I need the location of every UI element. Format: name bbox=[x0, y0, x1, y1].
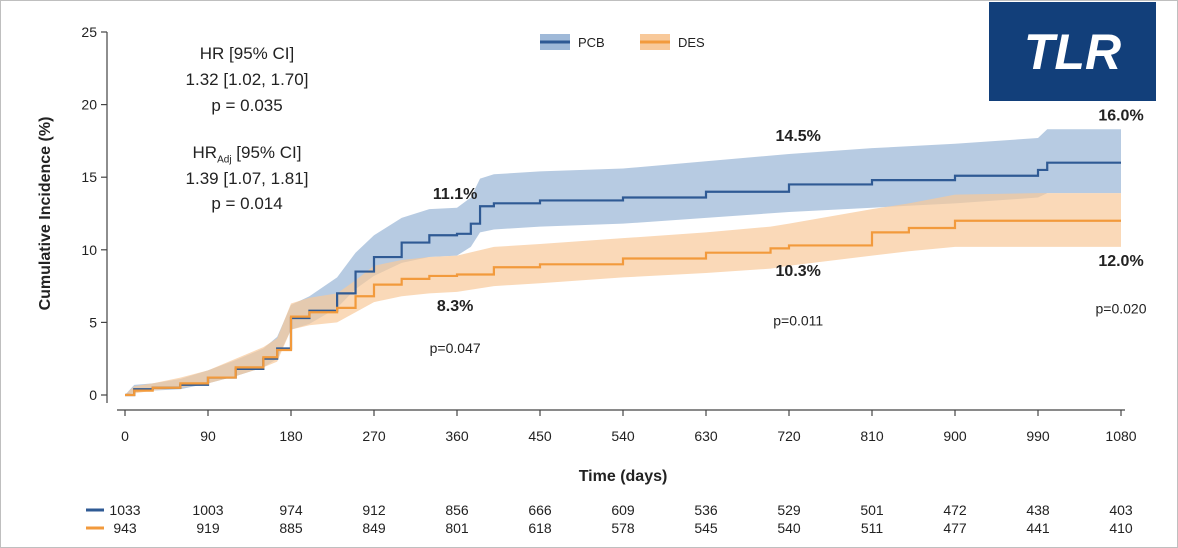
annotation-p-value: p=0.047 bbox=[430, 340, 481, 356]
hradj-prefix: HR bbox=[192, 143, 218, 162]
hradj-title: HRAdj [95% CI] bbox=[147, 143, 347, 165]
x-tick-label: 810 bbox=[860, 428, 884, 444]
risk-table: 1033 1003 974 912 856 666 609 536 529 501 472 438 40… bbox=[86, 502, 1133, 536]
x-tick-label: 360 bbox=[445, 428, 469, 444]
risk-cell-pcb: 529 bbox=[777, 502, 801, 518]
ci-band-pcb bbox=[125, 129, 1121, 395]
annotation-rate: 11.1% bbox=[433, 186, 477, 203]
x-tick-label: 270 bbox=[362, 428, 386, 444]
risk-cell-pcb: 1033 bbox=[109, 502, 140, 518]
series-line-des bbox=[125, 219, 1121, 397]
y-axis-label: Cumulative Incidence (%) bbox=[37, 117, 54, 311]
x-tick-label: 630 bbox=[694, 428, 718, 444]
risk-cell-pcb: 501 bbox=[860, 502, 884, 518]
risk-cell-pcb: 1003 bbox=[192, 502, 223, 518]
annotation-rate: 10.3% bbox=[776, 263, 821, 280]
hradj-value: 1.39 [1.07, 1.81] bbox=[185, 169, 309, 188]
risk-cell-des: 545 bbox=[694, 520, 718, 536]
legend-label-des: DES bbox=[678, 35, 705, 50]
hradj-p-value: p = 0.014 bbox=[211, 194, 283, 213]
risk-cell-pcb: 974 bbox=[279, 502, 303, 518]
x-tick-label: 450 bbox=[528, 428, 552, 444]
x-axis-label: Time (days) bbox=[579, 468, 668, 485]
y-tick-label: 10 bbox=[81, 242, 97, 258]
y-tick-label: 20 bbox=[81, 97, 97, 113]
legend: PCB DES bbox=[540, 34, 705, 50]
legend-label-pcb: PCB bbox=[578, 35, 605, 50]
tlr-badge: TLR bbox=[989, 2, 1156, 101]
annotations: 11.1% 8.3% p=0.047 14.5% 10.3% p=0.011 16.0% 12… bbox=[430, 108, 1147, 356]
x-tick-label: 0 bbox=[121, 428, 129, 444]
risk-cell-des: 801 bbox=[445, 520, 469, 536]
annotation-rate: 14.5% bbox=[776, 128, 821, 145]
annotation-rate: 12.0% bbox=[1098, 253, 1143, 270]
y-tick-label: 25 bbox=[81, 24, 97, 40]
risk-cell-des: 441 bbox=[1026, 520, 1050, 536]
risk-cell-pcb: 666 bbox=[528, 502, 552, 518]
hr-title: HR [95% CI] bbox=[199, 44, 295, 63]
annotation-p-value: p=0.011 bbox=[773, 312, 823, 328]
risk-cell-pcb: 438 bbox=[1026, 502, 1050, 518]
risk-cell-pcb: 403 bbox=[1109, 502, 1133, 518]
risk-cell-des: 410 bbox=[1109, 520, 1133, 536]
y-tick-label: 15 bbox=[81, 169, 97, 185]
risk-cell-des: 477 bbox=[943, 520, 967, 536]
y-tick-label: 0 bbox=[89, 387, 97, 403]
risk-cell-pcb: 536 bbox=[694, 502, 718, 518]
y-tick-label: 5 bbox=[89, 314, 97, 330]
risk-cell-pcb: 856 bbox=[445, 502, 469, 518]
x-tick-label: 720 bbox=[777, 428, 801, 444]
x-tick-label: 90 bbox=[200, 428, 216, 444]
axes: 0 5 10 15 20 25 0 90 180 270 360 450 540 630 720 810 900… bbox=[37, 24, 1137, 485]
x-tick-label: 180 bbox=[279, 428, 303, 444]
risk-cell-des: 885 bbox=[279, 520, 303, 536]
hradj-sub: Adj bbox=[217, 154, 232, 166]
hr-p-value: p = 0.035 bbox=[211, 96, 283, 115]
annotation-p-value: p=0.020 bbox=[1096, 301, 1147, 317]
x-tick-label: 900 bbox=[943, 428, 967, 444]
hr-value: 1.32 [1.02, 1.70] bbox=[185, 70, 309, 89]
x-tick-label: 1080 bbox=[1105, 428, 1136, 444]
annotation-rate: 16.0% bbox=[1098, 108, 1143, 125]
annotation-rate: 8.3% bbox=[437, 298, 473, 315]
series-lines bbox=[125, 161, 1121, 397]
hradj-suffix: [95% CI] bbox=[231, 143, 302, 162]
risk-cell-des: 919 bbox=[196, 520, 220, 536]
x-tick-label: 540 bbox=[611, 428, 635, 444]
risk-cell-pcb: 609 bbox=[611, 502, 635, 518]
risk-cell-pcb: 912 bbox=[362, 502, 386, 518]
risk-cell-des: 511 bbox=[861, 520, 884, 536]
risk-cell-pcb: 472 bbox=[943, 502, 967, 518]
tlr-badge-label: TLR bbox=[1023, 23, 1122, 80]
risk-cell-des: 943 bbox=[113, 520, 137, 536]
x-tick-label: 990 bbox=[1026, 428, 1050, 444]
risk-cell-des: 849 bbox=[362, 520, 386, 536]
risk-cell-des: 618 bbox=[528, 520, 552, 536]
risk-cell-des: 540 bbox=[777, 520, 801, 536]
risk-cell-des: 578 bbox=[611, 520, 635, 536]
